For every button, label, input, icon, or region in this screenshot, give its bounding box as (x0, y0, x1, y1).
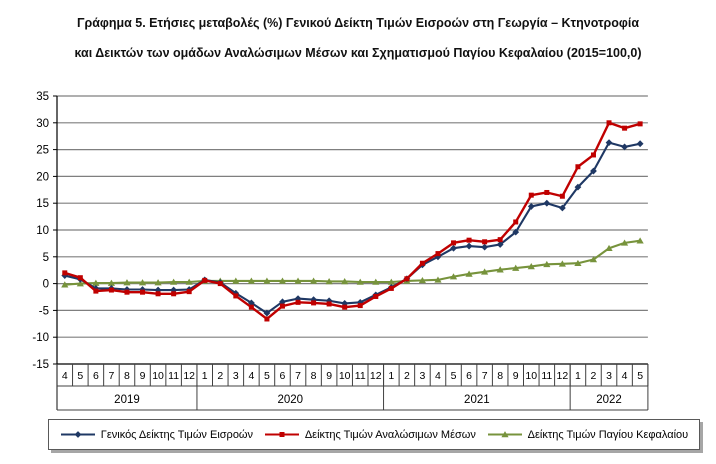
svg-text:10: 10 (36, 225, 49, 237)
svg-text:-15: -15 (32, 359, 49, 371)
svg-text:5: 5 (451, 370, 457, 382)
svg-text:11: 11 (541, 370, 552, 382)
series-1 (62, 120, 643, 322)
legend-marker-triangle-icon (487, 429, 523, 440)
svg-text:5: 5 (77, 370, 83, 382)
svg-text:2019: 2019 (114, 394, 140, 406)
svg-text:-10: -10 (32, 332, 49, 344)
svg-text:8: 8 (124, 370, 130, 382)
svg-text:5: 5 (637, 370, 643, 382)
svg-text:2: 2 (591, 370, 597, 382)
chart-title-line2: και Δεικτών των ομάδων Αναλώσιμων Μέσων … (74, 46, 642, 60)
svg-text:12: 12 (557, 370, 569, 382)
svg-text:11: 11 (168, 370, 179, 382)
svg-text:12: 12 (183, 370, 195, 382)
legend-label: Δείκτης Τιμών Αναλώσιμων Μέσων (304, 428, 476, 441)
svg-text:15: 15 (36, 198, 49, 210)
legend-entry-consumables-index: Δείκτης Τιμών Αναλώσιμων Μέσων (264, 429, 476, 441)
svg-text:6: 6 (93, 370, 99, 382)
legend-label: Γενικός Δείκτης Τιμών Εισροών (100, 428, 254, 441)
legend-marker-square-icon (264, 429, 300, 440)
svg-text:5: 5 (264, 370, 270, 382)
legend-entry-fixed-capital-index: Δείκτης Τιμών Παγίου Κεφαλαίου (487, 428, 689, 441)
svg-text:12: 12 (370, 370, 382, 382)
svg-text:2020: 2020 (277, 394, 303, 406)
svg-text:1: 1 (202, 370, 208, 382)
chart-title-line1: Γράφημα 5. Ετήσιες μεταβολές (%) Γενικού… (76, 16, 640, 30)
svg-text:0: 0 (43, 279, 49, 291)
svg-text:10: 10 (339, 370, 351, 382)
svg-text:1: 1 (388, 370, 394, 382)
series-0 (61, 139, 644, 317)
svg-text:9: 9 (326, 370, 332, 382)
svg-text:2: 2 (217, 370, 223, 382)
svg-text:2022: 2022 (596, 394, 622, 406)
svg-text:8: 8 (497, 370, 503, 382)
svg-text:9: 9 (513, 370, 519, 382)
svg-text:7: 7 (109, 370, 115, 382)
svg-text:4: 4 (435, 370, 441, 382)
svg-text:25: 25 (36, 145, 49, 157)
svg-text:9: 9 (140, 370, 146, 382)
svg-text:3: 3 (420, 370, 426, 382)
svg-text:5: 5 (43, 252, 49, 264)
svg-text:-5: -5 (39, 305, 49, 317)
svg-text:35: 35 (36, 91, 49, 103)
chart-legend: Γενικός Δείκτης Τιμών Εισροών Δείκτης Τι… (48, 419, 700, 450)
svg-text:6: 6 (280, 370, 286, 382)
svg-text:2: 2 (404, 370, 410, 382)
svg-text:11: 11 (355, 370, 366, 382)
svg-text:4: 4 (62, 370, 68, 382)
legend-label: Δείκτης Τιμών Παγίου Κεφαλαίου (527, 428, 689, 441)
svg-text:4: 4 (248, 370, 254, 382)
svg-text:3: 3 (233, 370, 239, 382)
svg-text:30: 30 (36, 118, 49, 130)
svg-text:4: 4 (622, 370, 628, 382)
svg-text:3: 3 (606, 370, 612, 382)
svg-text:7: 7 (482, 370, 488, 382)
series-2 (61, 237, 644, 288)
svg-text:10: 10 (152, 370, 164, 382)
svg-text:2021: 2021 (464, 394, 490, 406)
svg-text:7: 7 (295, 370, 301, 382)
legend-marker-diamond-icon (60, 429, 96, 440)
svg-text:20: 20 (36, 171, 49, 183)
svg-text:8: 8 (311, 370, 317, 382)
chart-title: Γράφημα 5. Ετήσιες μεταβολές (%) Γενικού… (0, 8, 716, 68)
svg-text:10: 10 (525, 370, 537, 382)
svg-text:1: 1 (575, 370, 581, 382)
svg-text:6: 6 (466, 370, 472, 382)
legend-entry-general-index: Γενικός Δείκτης Τιμών Εισροών (60, 429, 253, 441)
